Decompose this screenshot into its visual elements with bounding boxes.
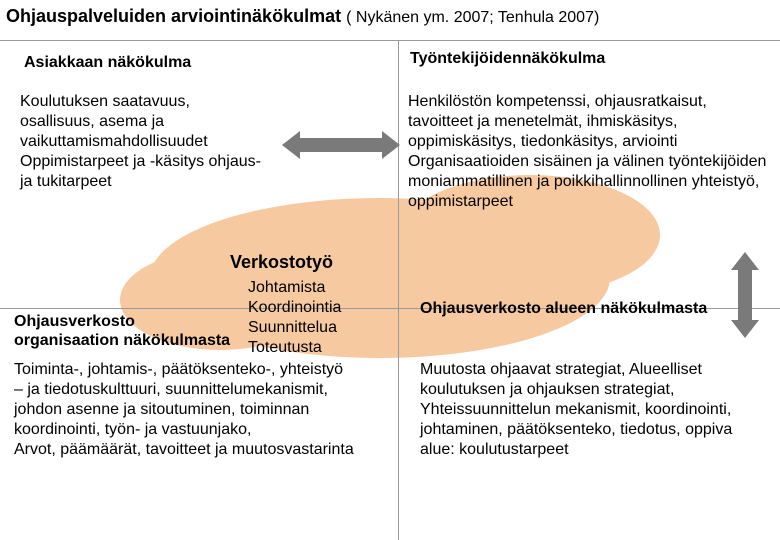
center-item: Suunnittelua <box>248 318 341 338</box>
tr-body: Henkilöstön kompetenssi, ohjausratkaisut… <box>408 92 768 212</box>
bl-heading: Ohjausverkosto organisaation näkökulmast… <box>14 312 244 350</box>
tr-heading: Työntekijöidennäkökulma <box>410 50 605 68</box>
title-text: Ohjauspalveluiden arviointinäkökulmat <box>6 6 341 26</box>
page-title: Ohjauspalveluiden arviointinäkökulmat ( … <box>6 6 599 27</box>
title-citation: ( Nykänen ym. 2007; Tenhula 2007) <box>346 9 599 26</box>
arrow-horizontal <box>300 138 382 152</box>
br-heading: Ohjausverkosto alueen näkökulmasta <box>420 300 707 318</box>
br-body: Muutosta ohjaavat strategiat, Alueellise… <box>420 360 760 460</box>
center-item: Toteutusta <box>248 338 341 358</box>
tl-body: Koulutuksen saatavuus, osallisuus, asema… <box>20 92 266 192</box>
grid-line <box>398 40 399 540</box>
grid-line <box>0 40 780 41</box>
bl-body: Toiminta-, johtamis-, päätöksenteko-, yh… <box>14 360 354 460</box>
center-item: Johtamista <box>248 278 341 298</box>
arrow-vertical <box>738 270 752 320</box>
center-label: Verkostotyö <box>230 252 333 273</box>
center-list: Johtamista Koordinointia Suunnittelua To… <box>248 278 341 358</box>
tl-heading: Asiakkaan näkökulma <box>24 54 191 72</box>
center-item: Koordinointia <box>248 298 341 318</box>
